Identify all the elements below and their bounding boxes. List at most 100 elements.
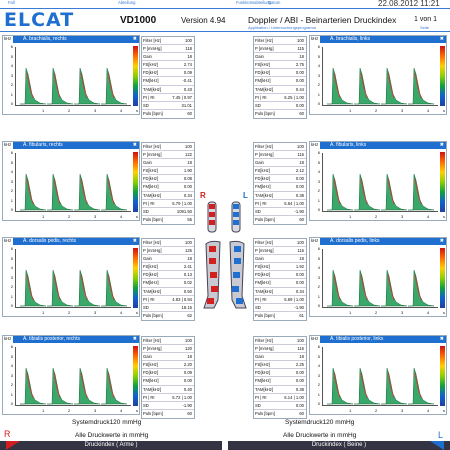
pulse-envelope	[26, 274, 34, 301]
waveform-plot	[20, 173, 128, 211]
parameter-row: FD[kHz] 0.00	[254, 271, 306, 280]
parameter-row: FD[kHz] 0.00	[254, 175, 306, 184]
pulse-waveform	[327, 67, 354, 105]
doppler-panel-left-1[interactable]: kHz A. fibularis, rechts ✖ 6 5 4 3 2 1 0 1 2 3 4 s	[2, 141, 140, 221]
doppler-panel-right-0[interactable]: kHz A. brachialis, links ✖ 6 5 4 3 2 1 0 1 2 3 4 s	[309, 35, 447, 115]
close-icon[interactable]: ✖	[132, 142, 137, 148]
doppler-panel-left-2[interactable]: kHz A. dorsalis pedis, rechts ✖ 6 5 4 3 2 1 0 1 2 3 4…	[2, 237, 140, 317]
pulse-envelope	[333, 72, 341, 99]
parameter-row: FM[kHz] 0.00	[254, 279, 306, 288]
parameter-label: Filter [Hz]	[255, 338, 273, 343]
plot-axes	[15, 153, 131, 212]
doppler-panel-right-2[interactable]: kHz A. dorsalis pedis, links ✖ 6 5 4 3 2 1 0 1 2 3 4 s	[309, 237, 447, 317]
parameter-label: TAM[kHz]	[143, 386, 162, 392]
y-tick-label: 4	[10, 169, 13, 174]
close-icon[interactable]: ✖	[439, 336, 444, 342]
y-tick-label: 1	[10, 91, 13, 97]
doppler-panel-right-3[interactable]: kHz A. tibialis posterior, links ✖ 6 5 4 3 2 1 0 1…	[309, 335, 447, 415]
parameter-row: Puls [bpm] 60	[254, 410, 306, 418]
parameter-value: 0.02	[183, 280, 192, 286]
top-field-department-label: Abteilung	[118, 0, 136, 5]
x-unit-label: s	[136, 108, 138, 113]
top-field-datetime: 22.08.2012 11:21	[378, 0, 440, 8]
parameter-label: Puls [bpm]	[143, 216, 163, 222]
parameter-value: 100	[185, 38, 192, 43]
parameter-row: FS[kHz] 2.41	[142, 263, 194, 272]
parameter-label: Puls [bpm]	[143, 312, 163, 318]
y-tick-label: 6	[317, 150, 320, 155]
close-icon[interactable]: ✖	[132, 336, 137, 342]
parameter-label: Gain	[255, 256, 264, 262]
parameter-label: TAM[kHz]	[143, 192, 162, 198]
parameter-row: Gain 18	[142, 353, 194, 362]
parameter-label: TAM[kHz]	[255, 288, 274, 294]
parameter-row: Filter [Hz] 100	[142, 337, 194, 346]
y-tick-label: 3	[317, 372, 320, 378]
x-tick-label: 2	[375, 108, 378, 113]
parameter-label: FS[kHz]	[255, 264, 270, 270]
parameter-row: FS[kHz] 2.12	[254, 167, 306, 176]
parameter-label: PI | RI	[143, 394, 155, 400]
pulse-envelope	[333, 372, 341, 399]
panel-title: A. tibialis posterior, links	[330, 336, 384, 342]
doppler-panel-left-0[interactable]: kHz A. brachialis, rechts ✖ 6 5 4 3 2 1 0 1 2 3 4 s	[2, 35, 140, 115]
parameter-label: Gain	[255, 160, 264, 166]
parameter-label: Puls [bpm]	[143, 110, 163, 116]
parameter-label: SD	[143, 102, 149, 108]
x-tick-label: 2	[68, 108, 71, 113]
panel-title: A. brachialis, rechts	[23, 36, 67, 42]
parameter-row: PI | RI 6.14 | 1.00	[254, 394, 306, 402]
close-icon[interactable]: ✖	[439, 36, 444, 42]
parameter-row: PI | RI 4.83 | 0.94	[142, 296, 194, 304]
waveform-plot	[327, 269, 435, 307]
color-scale-bar	[440, 46, 445, 106]
parameter-row: FM[kHz] 0.00	[142, 183, 194, 192]
parameter-value: 0.00	[295, 272, 304, 278]
parameter-value: 7.45 | 0.97	[172, 94, 192, 100]
panel-title-bar: A. dorsalis pedis, rechts ✖	[13, 238, 139, 245]
close-icon[interactable]: ✖	[439, 238, 444, 244]
pulse-waveform	[20, 67, 47, 105]
close-icon[interactable]: ✖	[439, 142, 444, 148]
khz-label: kHz	[4, 142, 12, 147]
plot-axes	[322, 47, 438, 106]
y-tick-label: 0	[317, 401, 320, 406]
x-tick-label: 3	[94, 408, 97, 413]
y-tick-label: 2	[317, 284, 320, 289]
parameter-value: 0.00	[295, 378, 304, 384]
parameter-row: Gain 18	[254, 159, 306, 168]
pressure-index-legs-label: Druckindex ( Beine )	[311, 442, 367, 448]
legs-diagram-icon	[203, 240, 247, 309]
waveform-plot	[327, 173, 435, 211]
parameter-row: PI | RI 5.72 | 1.00	[142, 394, 194, 402]
parameter-row: Filter [Hz] 100	[254, 239, 306, 248]
parameter-row: Puls [bpm] 61	[254, 312, 306, 320]
parameter-label: SD	[255, 402, 261, 408]
panel-title: A. dorsalis pedis, rechts	[23, 238, 77, 244]
parameter-value: 122	[185, 152, 192, 158]
parameter-label: Puls [bpm]	[255, 110, 275, 116]
close-icon[interactable]: ✖	[132, 36, 137, 42]
parameter-value: 5.72 | 1.00	[172, 394, 192, 400]
pulse-waveform	[74, 367, 101, 405]
close-icon[interactable]: ✖	[132, 238, 137, 244]
doppler-panel-left-3[interactable]: kHz A. tibialis posterior, rechts ✖ 6 5 4 3 2 1 0…	[2, 335, 140, 415]
parameter-row: P [mmHg] 115	[254, 345, 306, 354]
y-tick-label: 4	[317, 169, 320, 174]
parameter-label: Puls [bpm]	[255, 312, 275, 318]
header-divider	[0, 31, 450, 32]
x-tick-label: 4	[427, 408, 430, 413]
color-scale-bar	[133, 152, 138, 212]
pulse-waveform	[47, 67, 74, 105]
parameter-value: 0.00	[295, 184, 304, 190]
parameter-label: FS[kHz]	[255, 62, 270, 68]
y-tick-label: 3	[317, 72, 320, 78]
parameter-value: 0.00	[295, 280, 304, 286]
panel-title: A. fibularis, rechts	[23, 142, 63, 148]
x-tick-label: 2	[68, 408, 71, 413]
y-tick-label: 4	[317, 63, 320, 68]
y-tick-label: 3	[10, 274, 13, 280]
doppler-panel-right-1[interactable]: kHz A. fibularis, links ✖ 6 5 4 3 2 1 0 1 2 3 4 s	[309, 141, 447, 221]
parameter-value: 115	[297, 248, 304, 254]
plot-axes	[15, 347, 131, 406]
